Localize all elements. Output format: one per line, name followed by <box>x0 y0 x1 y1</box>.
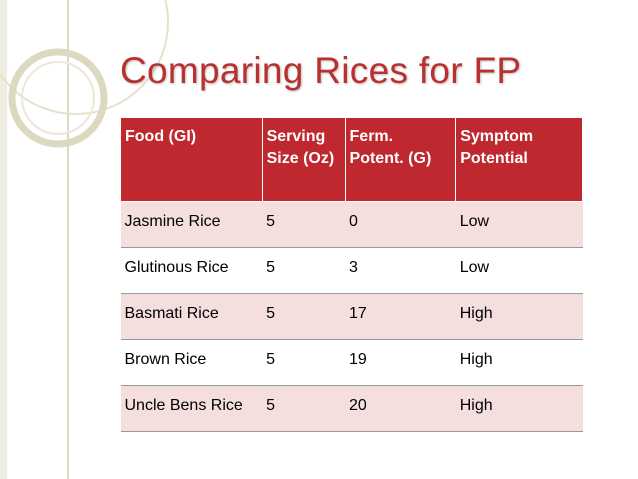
table-header-row: Food (GI) Serving Size (Oz) Ferm. Potent… <box>120 117 583 202</box>
slide-title: Comparing Rices for FP <box>120 50 522 91</box>
cell-symptom: High <box>455 293 583 340</box>
cell-symptom: High <box>455 339 583 386</box>
rice-comparison-table: Food (GI) Serving Size (Oz) Ferm. Potent… <box>120 117 583 432</box>
cell-serving: 5 <box>262 293 346 340</box>
cell-ferm: 0 <box>345 201 456 248</box>
cell-ferm: 17 <box>345 293 456 340</box>
cell-symptom: Low <box>455 201 583 248</box>
table-row: Basmati Rice 5 17 High <box>120 293 583 340</box>
header-symptom-potential: Symptom Potential <box>455 117 583 202</box>
cell-symptom: Low <box>455 247 583 294</box>
cell-serving: 5 <box>262 201 346 248</box>
cell-food: Glutinous Rice <box>120 247 263 294</box>
header-serving-size: Serving Size (Oz) <box>261 117 346 202</box>
cell-food: Brown Rice <box>120 339 263 386</box>
table-row: Jasmine Rice 5 0 Low <box>120 201 583 248</box>
cell-food: Uncle Bens Rice <box>120 385 263 432</box>
cell-food: Jasmine Rice <box>120 201 263 248</box>
cell-ferm: 20 <box>345 385 456 432</box>
header-ferm-potent: Ferm. Potent. (G) <box>344 117 457 202</box>
cell-serving: 5 <box>262 247 346 294</box>
header-food-gi: Food (GI) <box>120 117 263 202</box>
table-row: Uncle Bens Rice 5 20 High <box>120 385 583 432</box>
cell-serving: 5 <box>262 385 346 432</box>
cell-ferm: 3 <box>345 247 456 294</box>
cell-food: Basmati Rice <box>120 293 263 340</box>
cell-serving: 5 <box>262 339 346 386</box>
table-row: Brown Rice 5 19 High <box>120 339 583 386</box>
table-row: Glutinous Rice 5 3 Low <box>120 247 583 294</box>
cell-ferm: 19 <box>345 339 456 386</box>
cell-symptom: High <box>455 385 583 432</box>
